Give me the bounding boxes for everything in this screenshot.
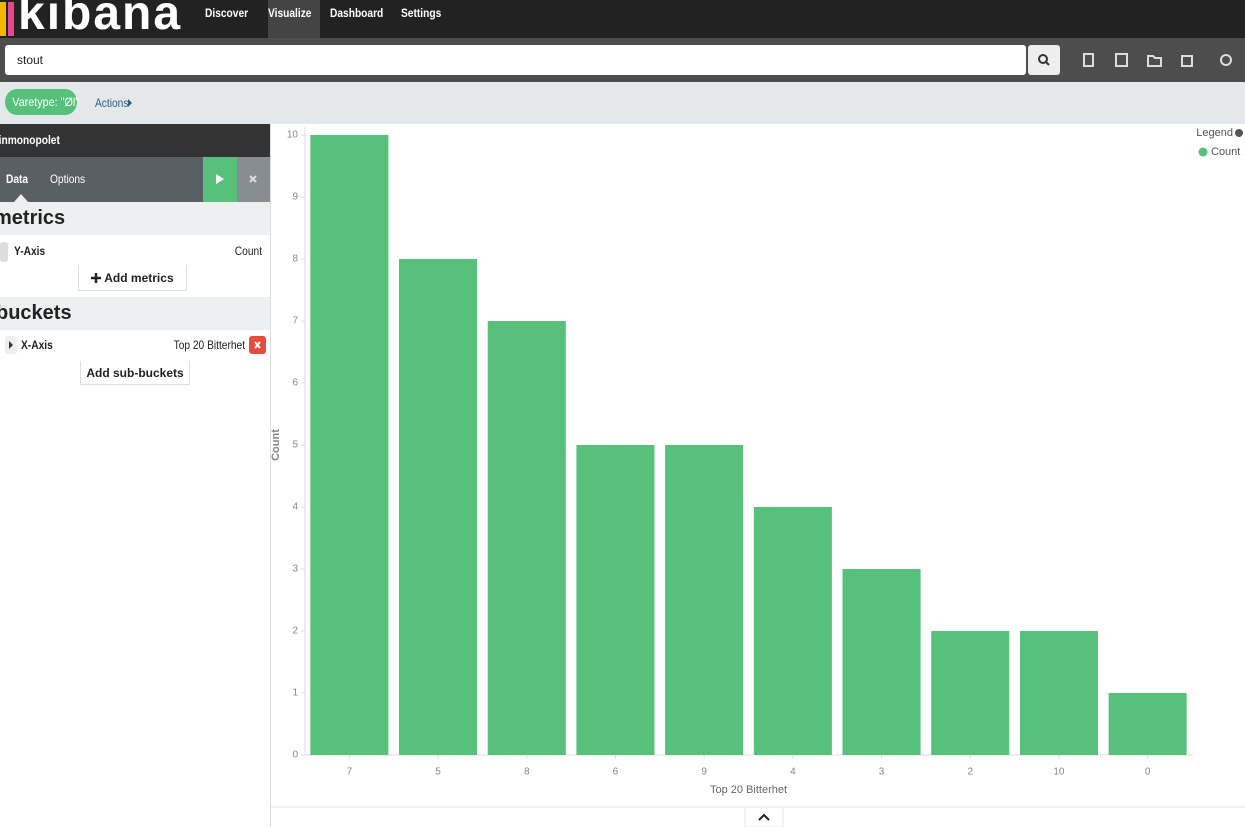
close-icon xyxy=(249,175,257,183)
metrics-heading: metrics xyxy=(0,207,66,229)
y-tick-label: 9 xyxy=(292,192,298,203)
bar xyxy=(665,445,744,755)
caret xyxy=(9,341,13,349)
x-tick-label: 2 xyxy=(967,767,973,778)
index-header xyxy=(0,124,270,157)
legend-title: Legend xyxy=(1196,127,1233,139)
remove-button[interactable] xyxy=(249,336,266,354)
bar xyxy=(487,321,566,755)
y-tick-label: 2 xyxy=(292,626,298,637)
sidebar-tab[interactable]: Data xyxy=(6,172,29,186)
play-icon xyxy=(216,174,224,184)
search-button[interactable] xyxy=(1028,45,1060,75)
bar xyxy=(399,259,478,755)
metrics-header xyxy=(0,202,270,235)
add-metrics[interactable]: Add metrics xyxy=(78,265,187,291)
apply-button[interactable] xyxy=(203,157,237,202)
x-tick-label: 7 xyxy=(347,767,353,778)
collapse-tab xyxy=(744,806,784,827)
nav-tab[interactable]: Discover xyxy=(205,6,249,20)
bar xyxy=(753,507,832,755)
divider xyxy=(270,124,271,827)
tab-pointer xyxy=(14,194,28,202)
y-tick-label: 4 xyxy=(292,502,298,513)
legend-label: Count xyxy=(1211,146,1240,158)
bar xyxy=(931,631,1010,755)
chevron-up xyxy=(758,813,770,821)
filter-bar xyxy=(0,82,1245,124)
bar xyxy=(310,135,389,755)
sidebar-tab[interactable]: Options xyxy=(50,172,86,186)
actions-caret xyxy=(128,99,132,107)
x-tick-label: 8 xyxy=(524,767,530,778)
brand[interactable]: kibana xyxy=(18,0,183,38)
metric-axis[interactable]: Y-Axis xyxy=(14,244,46,258)
sidebar: vinmonopolet Data Options metrics Y-Axis… xyxy=(0,124,270,827)
legend-toggle xyxy=(1235,129,1243,137)
x-tick-label: 9 xyxy=(701,767,707,778)
y-tick-label: 10 xyxy=(287,130,299,141)
logo-stripe xyxy=(0,2,6,36)
y-tick-label: 5 xyxy=(292,440,298,451)
nav-tab[interactable]: Dashboard xyxy=(330,6,384,20)
y-tick-label: 6 xyxy=(292,378,298,389)
bucket-agg: Top 20 Bitterhet xyxy=(173,338,245,352)
x-tick-label: 3 xyxy=(879,767,885,778)
x-tick-label: 0 xyxy=(1145,767,1151,778)
buckets-heading: buckets xyxy=(0,302,72,324)
add-sub-buckets[interactable]: Add sub-buckets xyxy=(80,361,190,385)
add-sub-buckets-label: Add sub-buckets xyxy=(86,366,184,380)
metric-agg: Count xyxy=(234,244,262,258)
legend-swatch xyxy=(1198,147,1208,157)
search-icon xyxy=(1038,54,1050,66)
x-tick-label: 10 xyxy=(1053,767,1065,778)
y-tick-label: 1 xyxy=(292,688,298,699)
bar xyxy=(842,569,921,755)
plus-icon xyxy=(91,273,102,283)
bar xyxy=(1019,631,1098,755)
add-metrics-label: Add metrics xyxy=(104,271,174,285)
discard-button[interactable] xyxy=(237,157,270,202)
bar xyxy=(1108,693,1187,755)
x-tick-label: 4 xyxy=(790,767,796,778)
nav-tab[interactable]: Settings xyxy=(401,6,442,20)
x-tick-label: 5 xyxy=(435,767,441,778)
filter-pill[interactable]: Varetype: "Øl" xyxy=(5,89,79,115)
x-tick-label: 6 xyxy=(613,767,619,778)
y-tick-label: 0 xyxy=(292,750,298,761)
toggle[interactable] xyxy=(0,242,8,262)
y-axis-label: Count xyxy=(270,429,282,461)
toolbar-icons[interactable] xyxy=(1080,50,1240,70)
search-input[interactable]: stout xyxy=(5,45,1026,75)
toggle[interactable] xyxy=(5,336,17,354)
actions-link[interactable]: Actions xyxy=(95,96,129,110)
close-icon xyxy=(254,341,261,349)
y-tick-label: 3 xyxy=(292,564,298,575)
x-axis-label: Top 20 Bitterhet xyxy=(710,784,787,796)
active-tab-bg xyxy=(268,0,320,38)
bar xyxy=(576,445,655,755)
nav-tab[interactable]: Visualize xyxy=(268,6,312,20)
y-tick-label: 7 xyxy=(292,316,298,327)
buckets-header xyxy=(0,297,270,330)
y-tick-label: 8 xyxy=(292,254,298,265)
bucket-axis[interactable]: X-Axis xyxy=(21,338,53,352)
logo-stripe xyxy=(8,2,14,36)
top-nav xyxy=(0,0,1245,38)
index-name: vinmonopolet xyxy=(0,133,60,147)
